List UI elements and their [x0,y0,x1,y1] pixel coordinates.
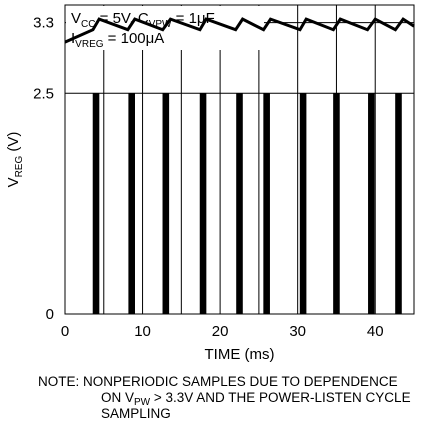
annotation-subscript: CC [81,19,95,30]
sample-pulse [333,93,340,315]
sample-pulse [263,93,270,315]
x-tick-label: 40 [367,323,384,340]
note-line-3: SAMPLING [101,406,171,421]
y-axis-label-main: V [5,177,22,187]
y-tick-label: 3.3 [33,15,54,32]
sample-pulse [128,93,135,315]
sample-pulse [162,93,170,315]
annotation-subscript: VREG [75,39,104,50]
sample-pulse [395,93,402,315]
y-tick-label: 2.5 [33,85,54,102]
x-tick-label: 0 [61,323,69,340]
note-text: NOTE: NONPERIODIC SAMPLES DUE TO DEPENDE… [38,374,433,422]
annotation-subscript: VPW [149,19,172,30]
annotation-text: = 100μA [104,30,165,47]
sample-pulse [368,93,375,315]
y-tick-label: 0 [46,306,54,323]
x-tick-label: 20 [212,323,229,340]
sample-pulse [199,93,207,315]
x-axis-label: TIME (ms) [205,346,275,363]
note-line-2: ON VPW > 3.3V AND THE POWER-LISTEN CYCLE [101,390,411,408]
sample-pulse [92,93,100,315]
y-axis-label-unit: (V) [5,132,22,156]
y-axis-label-sub: REG [14,156,25,178]
x-tick-label: 10 [134,323,151,340]
sample-pulse [236,93,243,315]
sample-pulse [299,93,307,315]
annotation-text: V [71,10,81,27]
x-tick-label: 30 [289,323,306,340]
annotation-text: = 5V, C [95,10,148,27]
vreg-sawtooth-line [64,17,415,44]
y-axis-label: VREG (V) [5,132,25,188]
note-line-1: NOTE: NONPERIODIC SAMPLES DUE TO DEPENDE… [38,374,398,389]
